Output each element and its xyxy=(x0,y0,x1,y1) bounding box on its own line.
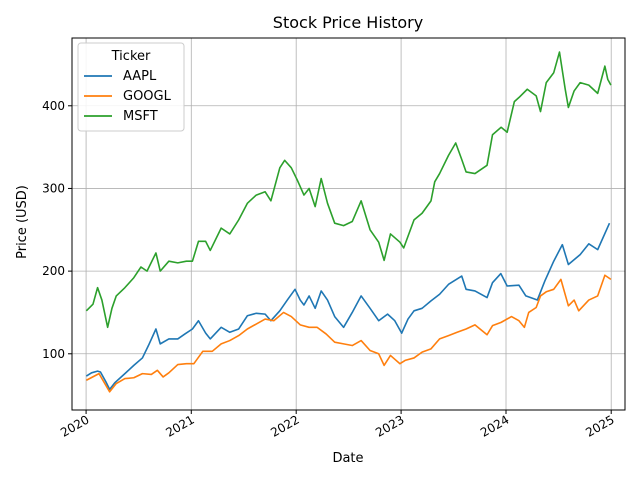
series-line-googl xyxy=(85,274,612,393)
x-tick-label: 2020 xyxy=(58,412,91,439)
legend-title: Ticker xyxy=(111,49,151,64)
legend-label-aapl: AAPL xyxy=(123,69,157,84)
legend: Ticker AAPL GOOGL MSFT xyxy=(77,42,185,132)
series-line-aapl xyxy=(85,222,611,391)
x-axis-label: Date xyxy=(332,451,363,466)
x-tick-label: 2022 xyxy=(268,412,301,439)
y-tick-label: 200 xyxy=(42,264,65,278)
y-tick-label: 300 xyxy=(42,181,65,195)
chart-title: Stock Price History xyxy=(273,13,423,32)
series-line-msft xyxy=(85,51,612,329)
plot-area: 100 200 300 400 2020 2021 2022 2023 2024 2025 xyxy=(42,37,626,440)
legend-label-msft: MSFT xyxy=(123,109,158,124)
legend-box xyxy=(77,42,185,132)
y-tick-label: 400 xyxy=(42,99,65,113)
x-tick-label: 2025 xyxy=(583,412,616,439)
plot-frame xyxy=(71,37,626,411)
y-tick-label: 100 xyxy=(42,347,65,361)
x-tick-label: 2024 xyxy=(478,412,511,439)
x-tick-label: 2023 xyxy=(373,412,406,439)
legend-label-googl: GOOGL xyxy=(123,89,172,104)
x-tick-label: 2021 xyxy=(163,412,196,439)
y-axis-label: Price (USD) xyxy=(15,185,30,259)
